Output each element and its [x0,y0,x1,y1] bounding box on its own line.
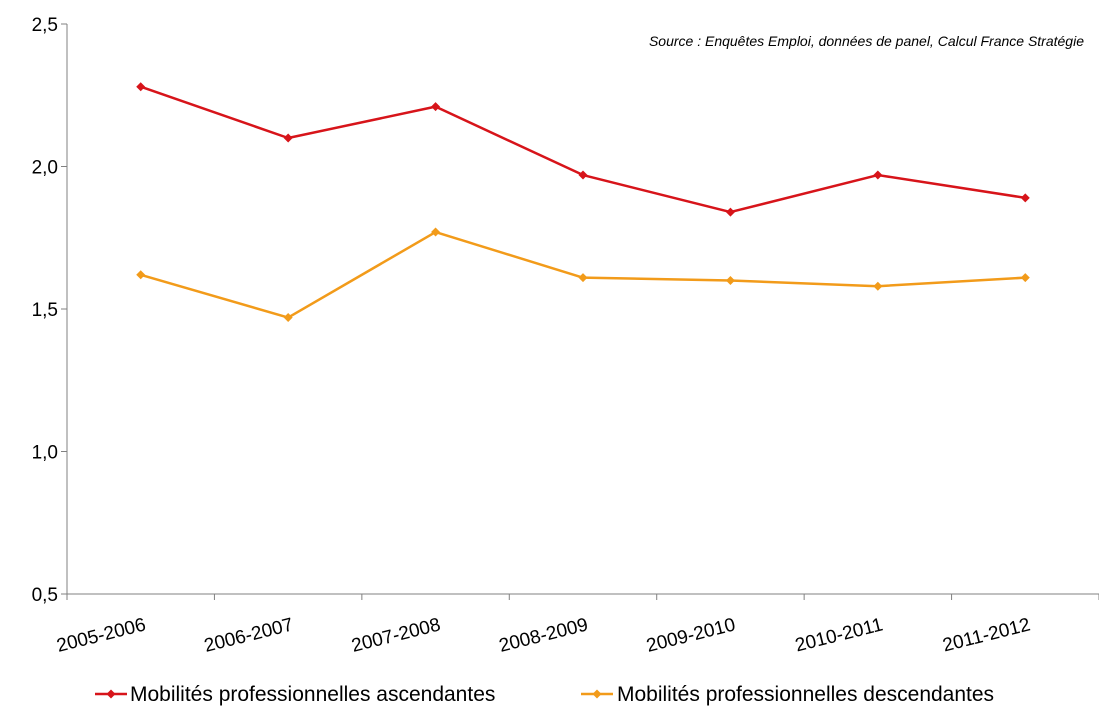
x-tick-label: 2005-2006 [55,614,148,656]
legend-marker [592,689,602,699]
data-point [578,273,588,283]
axes: 0,5 1,0 1,5 2,0 2,5 2005-2006 2006-2007 2007-20… [32,15,1099,657]
x-tick-label: 2009-2010 [644,614,737,656]
data-point [725,207,735,217]
data-point [873,281,883,291]
y-tick-label: 2,5 [32,15,58,36]
data-point [873,170,883,180]
y-tick-label: 1,5 [32,300,58,321]
legend: Mobilités professionnelles ascendantes Mo… [95,683,994,706]
y-tick-label: 1,0 [32,443,58,464]
y-tick-label: 2,0 [32,158,58,179]
series-1 [136,82,1030,217]
series-2 [136,227,1030,323]
legend-item: Mobilités professionnelles descendantes [581,683,994,706]
legend-label: Mobilités professionnelles descendantes [617,683,994,706]
x-tick-label: 2007-2008 [350,614,443,656]
data-point [283,313,293,323]
source-note: Source : Enquêtes Emploi, données de pan… [649,33,1084,49]
data-point [136,270,146,280]
x-tick-label: 2008-2009 [497,614,590,656]
x-tick-label: 2010-2011 [793,614,885,656]
data-point [725,276,735,285]
data-point [283,133,293,143]
legend-marker [106,689,116,699]
x-tick-label: 2011-2012 [941,614,1033,656]
legend-item: Mobilités professionnelles ascendantes [95,683,495,706]
data-point [1020,273,1030,283]
x-tick-label: 2006-2007 [202,614,295,656]
series-line [140,85,1026,214]
data-point [431,227,441,237]
y-tick-label: 0,5 [32,585,58,606]
data-point [578,170,588,180]
data-point [431,102,441,112]
legend-label: Mobilités professionnelles ascendantes [130,683,495,706]
series-layer [136,82,1030,323]
data-point [136,82,146,92]
data-point [1020,193,1030,203]
